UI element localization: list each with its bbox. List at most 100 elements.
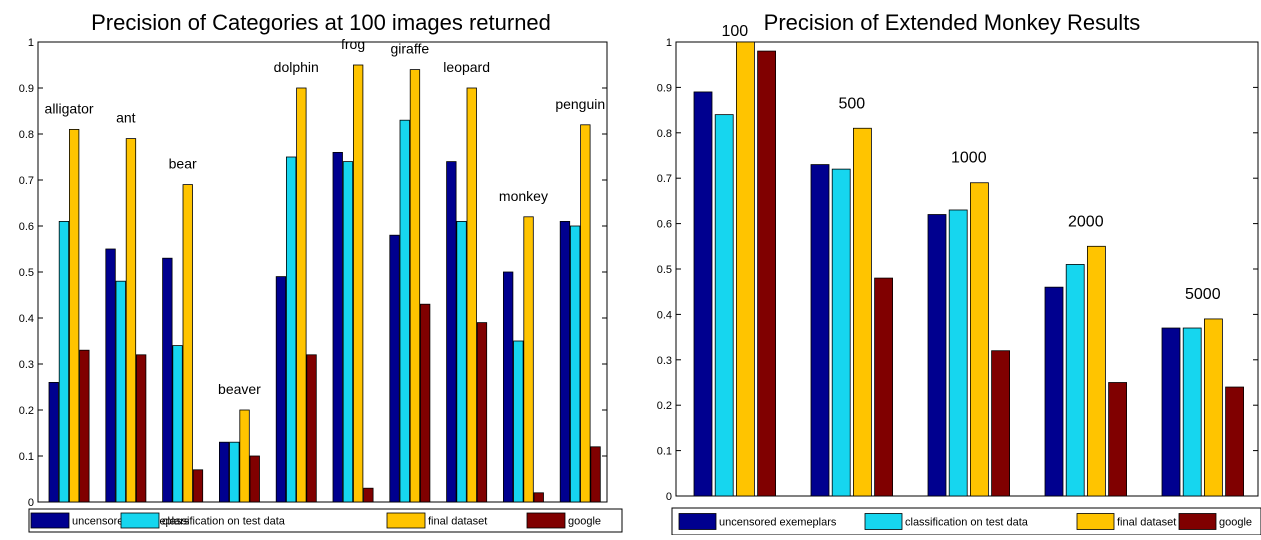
right-y-tick-label: 0.8 xyxy=(657,128,672,140)
right-y-tick-label: 0.9 xyxy=(657,82,672,94)
left-bar-frog-google xyxy=(363,487,374,503)
right-chart-title: Precision of Extended Monkey Results xyxy=(764,10,1141,35)
left-bar-penguin-classification xyxy=(570,225,581,503)
left-y-tick-label: 1 xyxy=(28,37,34,49)
right-legend-swatch-final xyxy=(1076,513,1115,530)
left-legend-swatch-uncensored xyxy=(30,512,70,529)
left-y-tick-label: 0.1 xyxy=(19,451,34,463)
right-bar-2000-uncensored xyxy=(1044,286,1064,497)
right-bar-2000-final xyxy=(1087,245,1106,497)
left-bar-frog-uncensored xyxy=(332,151,343,503)
right-bar-2000-google xyxy=(1108,382,1127,497)
left-legend-swatch-final xyxy=(386,512,426,529)
right-bar-5000-final xyxy=(1204,318,1223,497)
left-y-tick-label: 0.5 xyxy=(19,267,34,279)
left-category-label: ant xyxy=(116,110,136,126)
left-bar-beaver-classification xyxy=(229,441,240,503)
right-bar-1000-uncensored xyxy=(927,214,947,497)
left-legend-label-google: google xyxy=(568,516,601,528)
right-bar-5000-classification xyxy=(1182,327,1202,497)
right-bar-500-uncensored xyxy=(810,164,830,497)
left-bar-leopard-final xyxy=(466,87,477,503)
right-bar-500-classification xyxy=(831,168,851,497)
left-legend-box xyxy=(28,508,623,533)
left-category-label: frog xyxy=(341,36,365,52)
left-bar-penguin-uncensored xyxy=(559,220,571,503)
left-bar-dolphin-google xyxy=(306,354,317,503)
left-bar-leopard-uncensored xyxy=(446,161,457,503)
left-bar-bear-uncensored xyxy=(162,257,173,503)
right-legend-label-google: google xyxy=(1219,517,1252,529)
right-category-label: 1000 xyxy=(951,150,987,167)
left-bar-ant-classification xyxy=(115,280,126,503)
left-legend-label-classification: classification on test data xyxy=(162,516,286,528)
right-bar-1000-google xyxy=(991,350,1010,497)
left-bar-beaver-final xyxy=(239,409,250,503)
left-category-label: beaver xyxy=(218,381,261,397)
left-legend-label-final: final dataset xyxy=(428,516,487,528)
right-bar-100-classification xyxy=(714,114,734,497)
right-y-tick-label: 0.6 xyxy=(657,219,672,231)
right-bar-5000-google xyxy=(1225,386,1244,497)
left-y-tick-label: 0.4 xyxy=(19,313,34,325)
left-bar-beaver-uncensored xyxy=(218,441,230,503)
left-bar-giraffe-classification xyxy=(399,119,410,503)
right-bar-100-final xyxy=(736,41,755,497)
right-legend-swatch-google xyxy=(1178,513,1217,530)
left-bar-dolphin-uncensored xyxy=(275,276,287,503)
right-legend-swatch-uncensored xyxy=(678,513,717,530)
left-bar-penguin-google xyxy=(590,446,601,503)
right-y-tick-label: 0.3 xyxy=(657,355,672,367)
left-bar-bear-classification xyxy=(172,345,183,503)
right-bar-100-uncensored xyxy=(693,91,713,497)
right-y-tick-label: 0.1 xyxy=(657,446,672,458)
right-category-label: 2000 xyxy=(1068,213,1104,230)
right-y-tick-label: 1 xyxy=(666,37,672,49)
left-bar-monkey-final xyxy=(523,216,534,503)
left-y-tick-label: 0.9 xyxy=(19,83,34,95)
left-chart-title: Precision of Categories at 100 images re… xyxy=(91,10,551,35)
left-bar-giraffe-uncensored xyxy=(389,234,400,503)
left-bar-alligator-classification xyxy=(58,220,70,503)
left-category-label: bear xyxy=(169,156,197,172)
right-legend-label-final: final dataset xyxy=(1117,517,1176,529)
left-y-tick-label: 0.7 xyxy=(19,175,34,187)
right-bar-100-google xyxy=(757,50,776,497)
left-legend-swatch-google xyxy=(526,512,566,529)
right-bar-1000-final xyxy=(970,182,989,497)
left-bar-alligator-final xyxy=(69,128,80,503)
right-legend-box xyxy=(671,507,1261,536)
right-category-label: 100 xyxy=(721,23,748,40)
left-bar-frog-classification xyxy=(342,161,354,503)
left-bar-giraffe-final xyxy=(409,69,421,503)
left-bar-dolphin-classification xyxy=(285,156,297,503)
left-bar-ant-uncensored xyxy=(105,248,116,503)
left-bar-frog-final xyxy=(352,64,364,503)
right-y-tick-label: 0.2 xyxy=(657,400,672,412)
left-bar-ant-final xyxy=(125,138,137,503)
right-y-tick-label: 0.7 xyxy=(657,173,672,185)
left-bar-dolphin-final xyxy=(296,87,307,503)
left-legend-swatch-classification xyxy=(120,512,160,529)
left-category-label: dolphin xyxy=(274,59,319,75)
right-bar-1000-classification xyxy=(948,209,968,497)
left-bar-monkey-classification xyxy=(513,340,524,503)
left-bar-monkey-google xyxy=(533,492,544,503)
left-bar-penguin-final xyxy=(580,124,591,503)
left-y-tick-label: 0.8 xyxy=(19,129,34,141)
left-category-label: penguin xyxy=(555,96,605,112)
left-bar-leopard-classification xyxy=(456,220,467,503)
right-y-tick-label: 0.5 xyxy=(657,264,672,276)
right-legend-swatch-classification xyxy=(864,513,903,530)
right-y-tick-label: 0 xyxy=(666,491,672,503)
left-category-label: leopard xyxy=(443,59,490,75)
left-bar-leopard-google xyxy=(476,322,488,503)
left-bar-giraffe-google xyxy=(419,303,431,503)
left-category-label: giraffe xyxy=(391,41,430,57)
left-y-tick-label: 0.6 xyxy=(19,221,34,233)
left-bar-bear-final xyxy=(182,184,193,503)
right-bar-500-final xyxy=(853,127,872,497)
left-category-label: monkey xyxy=(499,188,548,204)
